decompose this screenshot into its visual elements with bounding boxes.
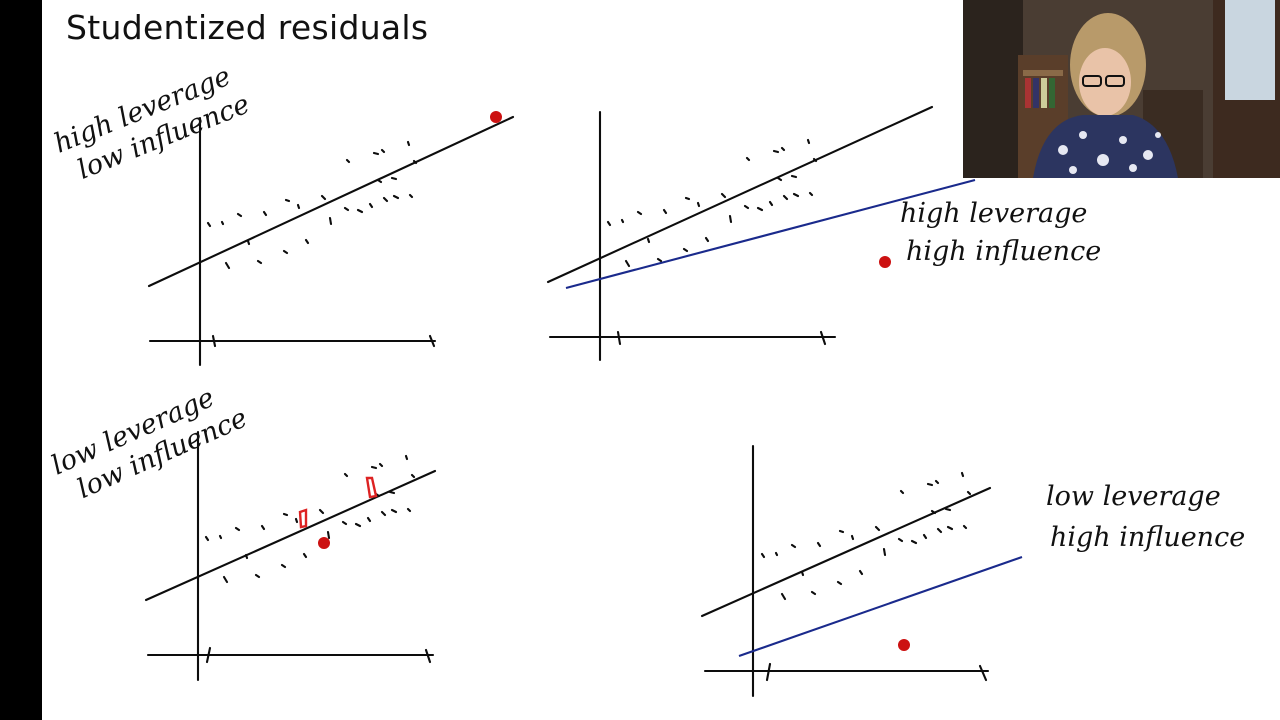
fit-line xyxy=(147,115,515,288)
scatter-points xyxy=(760,471,972,601)
presenter-webcam xyxy=(963,0,1280,178)
handwritten-label: low leverage low influence xyxy=(47,382,252,505)
outlier-point xyxy=(490,111,502,123)
outlier-point xyxy=(318,537,330,549)
handwritten-label: low leverage high influence xyxy=(1046,481,1245,553)
label-line1: low leverage xyxy=(1046,481,1221,512)
x-axis xyxy=(148,334,437,348)
scatter-points xyxy=(606,138,818,268)
label-line2: high influence xyxy=(906,236,1101,267)
slide-title: Studentized residuals xyxy=(66,8,429,47)
label-line1: high leverage xyxy=(900,198,1087,229)
fit-line xyxy=(700,486,992,618)
shifted-fit-line xyxy=(738,556,1023,657)
fit-line xyxy=(546,105,934,284)
handwritten-label: high leverage low influence xyxy=(50,61,254,186)
x-axis xyxy=(548,330,837,346)
handwritten-label: high leverage high influence xyxy=(900,198,1101,267)
presenter-video-icon xyxy=(963,0,1280,178)
panel-top-left: high leverage low influence xyxy=(50,61,515,367)
whiteboard-sketch: high leverage low influence high leverag… xyxy=(47,61,1245,698)
label-line2: high influence xyxy=(1050,522,1245,553)
shifted-fit-line xyxy=(565,178,976,290)
panel-top-right: high leverage high influence xyxy=(546,105,1101,362)
panel-bottom-left: low leverage low influence xyxy=(47,382,437,682)
panel-bottom-right: low leverage high influence xyxy=(700,444,1245,698)
outlier-point xyxy=(879,256,891,268)
outlier-point xyxy=(898,639,910,651)
scatter-points xyxy=(204,454,416,584)
scatter-points xyxy=(206,140,418,270)
x-axis xyxy=(146,646,435,664)
residual-marker xyxy=(298,476,378,529)
fit-line xyxy=(144,469,437,602)
x-axis xyxy=(703,662,990,682)
